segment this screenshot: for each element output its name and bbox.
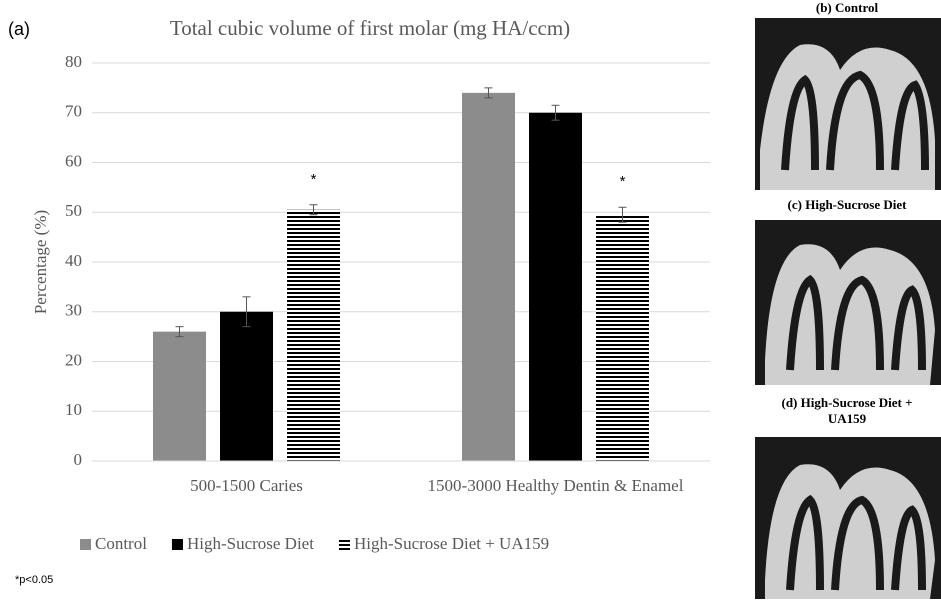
x-tick-label: 1500-3000 Healthy Dentin & Enamel xyxy=(427,476,684,495)
annotation: * xyxy=(311,171,317,188)
legend-swatch xyxy=(338,539,350,550)
micro-ct-images xyxy=(755,18,941,599)
error-bar xyxy=(175,326,184,338)
legend-label: High-Sucrose Diet + UA159 xyxy=(354,534,549,553)
error-bar xyxy=(551,104,560,121)
y-tick-label: 40 xyxy=(65,251,82,270)
y-tick-label: 20 xyxy=(65,350,82,369)
legend-label: High-Sucrose Diet xyxy=(187,534,314,553)
y-tick-label: 0 xyxy=(74,450,83,469)
bar xyxy=(596,214,649,461)
y-tick-label: 30 xyxy=(65,301,82,320)
panel-label: (a) xyxy=(8,19,30,39)
error-bar xyxy=(484,87,493,99)
y-axis-label: Percentage (%) xyxy=(31,210,50,314)
error-bar xyxy=(242,296,251,328)
legend-swatch xyxy=(80,539,91,550)
y-tick-label: 70 xyxy=(65,102,82,121)
image-title: (c) High-Sucrose Diet xyxy=(787,197,907,212)
bar xyxy=(153,331,206,461)
y-tick-label: 50 xyxy=(65,201,82,220)
image-title: (d) High-Sucrose Diet + UA159 xyxy=(781,395,913,426)
bar xyxy=(220,311,273,461)
legend-swatch xyxy=(171,539,183,550)
bar xyxy=(462,92,515,461)
y-tick-label: 60 xyxy=(65,151,82,170)
chart-title: Total cubic volume of first molar (mg HA… xyxy=(170,16,570,40)
y-tick-label: 10 xyxy=(65,400,82,419)
x-tick-label: 500-1500 Caries xyxy=(190,476,303,495)
footnote: *p<0.05 xyxy=(15,574,53,586)
annotation: * xyxy=(620,173,626,190)
bar xyxy=(287,209,340,461)
bar xyxy=(529,112,582,461)
legend-label: Control xyxy=(95,534,147,553)
error-bar xyxy=(309,204,318,216)
error-bar xyxy=(618,206,627,223)
y-tick-label: 80 xyxy=(65,52,82,71)
image-title: (b) Control xyxy=(815,0,879,15)
